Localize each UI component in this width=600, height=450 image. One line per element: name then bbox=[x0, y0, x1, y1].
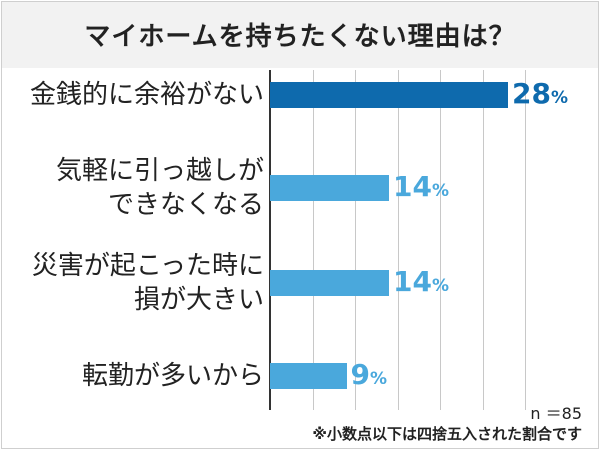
value-number: 28 bbox=[512, 77, 551, 110]
category-label-line: 損が大きい bbox=[133, 285, 264, 315]
sample-size-label: n ＝85 bbox=[530, 404, 582, 423]
value-label: 9% bbox=[351, 358, 388, 391]
gridline bbox=[440, 70, 441, 410]
value-label: 14% bbox=[393, 265, 449, 298]
value-number: 9 bbox=[350, 358, 370, 391]
gridline bbox=[525, 70, 526, 410]
bar bbox=[270, 175, 389, 201]
gridline bbox=[397, 70, 399, 410]
bar bbox=[270, 270, 389, 296]
chart-title: マイホームを持ちたくない理由は？ bbox=[84, 22, 516, 52]
category-label: 転勤が多いから bbox=[0, 359, 264, 393]
value-unit: % bbox=[369, 369, 388, 389]
gridline bbox=[355, 70, 356, 410]
rounding-note: ※小数点以下は四捨五入された割合です bbox=[312, 425, 582, 443]
value-unit: % bbox=[431, 181, 450, 201]
category-label-line: 金銭的に余裕がない bbox=[29, 80, 264, 110]
value-number: 14 bbox=[393, 265, 432, 298]
gridline bbox=[312, 70, 314, 410]
value-label: 14% bbox=[393, 170, 449, 203]
category-label-line: できなくなる bbox=[107, 190, 264, 220]
value-unit: % bbox=[550, 88, 569, 108]
value-unit: % bbox=[431, 276, 450, 296]
category-label: 災害が起こった時に損が大きい bbox=[0, 249, 264, 317]
value-label: 28% bbox=[512, 77, 568, 110]
category-label: 金銭的に余裕がない bbox=[0, 78, 264, 112]
category-label-line: 転勤が多いから bbox=[81, 361, 264, 391]
title-band: マイホームを持ちたくない理由は？ bbox=[2, 2, 598, 68]
value-number: 14 bbox=[393, 170, 432, 203]
gridline bbox=[482, 70, 484, 410]
category-label-line: 気軽に引っ越しが bbox=[55, 156, 264, 186]
category-label: 気軽に引っ越しができなくなる bbox=[0, 154, 264, 222]
y-axis-line bbox=[269, 70, 271, 410]
bar bbox=[270, 363, 347, 389]
category-label-line: 災害が起こった時に bbox=[31, 251, 264, 281]
bar bbox=[270, 82, 508, 108]
